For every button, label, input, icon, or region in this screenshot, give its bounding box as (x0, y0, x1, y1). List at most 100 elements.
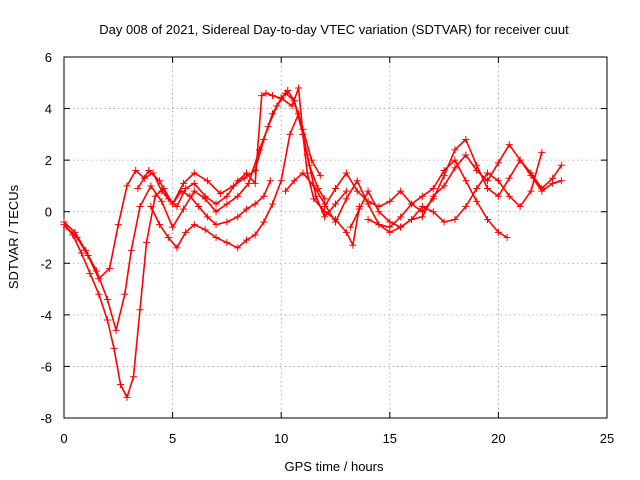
data-point (251, 231, 259, 239)
x-tick-label: 5 (169, 431, 176, 446)
data-point (316, 172, 324, 180)
data-point (173, 203, 181, 211)
data-point (503, 234, 511, 241)
data-point (190, 169, 198, 177)
data-point (260, 218, 268, 226)
data-point (195, 203, 203, 211)
data-point (169, 223, 177, 231)
data-point (375, 221, 383, 229)
data-point (258, 92, 266, 100)
data-point (116, 380, 124, 388)
data-point (190, 179, 198, 187)
data-point (418, 203, 426, 211)
data-point (303, 151, 311, 159)
data-point (223, 200, 231, 208)
data-point (110, 344, 118, 352)
data-point (203, 213, 211, 221)
data-point (494, 228, 502, 236)
data-point (164, 234, 172, 241)
data-point (332, 185, 339, 193)
data-point (527, 187, 535, 195)
data-point (473, 197, 481, 205)
data-point (106, 264, 114, 272)
data-point (132, 166, 140, 174)
series-line (349, 143, 563, 228)
data-point (127, 246, 135, 254)
series-track-9 (364, 148, 546, 236)
data-point (158, 197, 166, 205)
data-point (245, 179, 253, 187)
data-point (143, 239, 151, 247)
x-tick-label: 20 (491, 431, 505, 446)
series-track-1 (60, 177, 274, 401)
data-point (134, 185, 142, 193)
data-point (462, 177, 470, 185)
data-point (349, 241, 357, 249)
y-tick-label: -6 (40, 359, 52, 374)
data-point (73, 234, 81, 241)
y-tick-label: 0 (45, 205, 52, 220)
data-point (451, 164, 459, 172)
data-point (212, 208, 220, 216)
x-tick-label: 25 (600, 431, 614, 446)
data-point (538, 148, 546, 156)
data-point (484, 169, 492, 177)
data-point (223, 239, 231, 247)
data-point (386, 218, 394, 226)
data-point (440, 182, 448, 190)
data-point (112, 326, 120, 334)
data-point (269, 110, 277, 118)
data-point (321, 213, 329, 221)
data-point (332, 200, 339, 208)
data-point (516, 156, 524, 164)
data-point (429, 185, 437, 193)
series-track-4 (134, 84, 363, 249)
data-point (429, 192, 437, 200)
data-point (397, 213, 405, 221)
data-point (386, 197, 394, 205)
data-point (121, 290, 129, 298)
series-line (63, 92, 322, 332)
data-point (123, 182, 131, 190)
data-point (538, 187, 546, 195)
data-point (353, 187, 361, 195)
data-point (295, 110, 303, 118)
data-point (386, 228, 394, 236)
data-point (234, 177, 242, 185)
y-tick-label: 2 (45, 153, 52, 168)
data-point (342, 195, 350, 203)
data-point (147, 203, 155, 211)
series-track-5 (147, 110, 350, 252)
data-point (527, 172, 535, 180)
data-point (505, 192, 513, 200)
data-point (473, 185, 481, 193)
data-point (418, 192, 426, 200)
data-point (418, 213, 426, 221)
series-track-6 (282, 156, 511, 241)
tick-labels: 0 5 10 15 20 25 -8 -6 -4 -2 0 2 4 6 (40, 50, 614, 446)
x-tick-label: 15 (383, 431, 397, 446)
data-point (242, 205, 250, 213)
data-point (347, 223, 355, 231)
data-point (516, 203, 524, 211)
data-point (179, 179, 187, 187)
data-point (440, 218, 448, 226)
data-point (114, 221, 122, 229)
data-point (429, 208, 437, 216)
y-tick-label: -8 (40, 411, 52, 426)
data-point (173, 244, 181, 252)
data-point (234, 213, 242, 221)
series-line (150, 112, 348, 249)
y-tick-label: 6 (45, 50, 52, 65)
data-point (312, 192, 320, 200)
data-point (557, 161, 565, 169)
data-point (130, 373, 138, 381)
data-point (288, 102, 296, 110)
data-point (190, 187, 198, 195)
data-point (342, 169, 350, 177)
data-point (201, 226, 209, 234)
data-point (203, 177, 211, 185)
data-point (62, 223, 70, 231)
data-point (164, 195, 172, 203)
y-axis-label: SDTVAR / TECUs (6, 184, 21, 289)
